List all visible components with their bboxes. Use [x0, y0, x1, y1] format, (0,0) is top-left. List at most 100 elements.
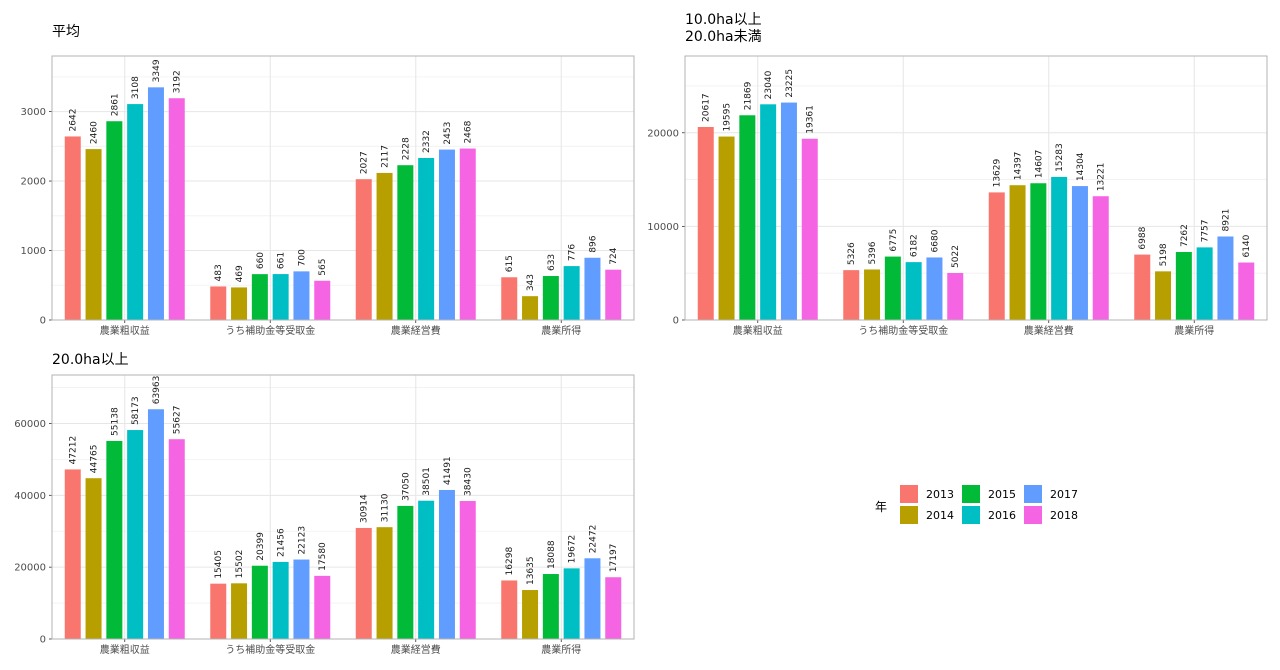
chart-title-line: 平均: [52, 24, 80, 40]
bar-2015: [542, 276, 559, 320]
bar-2014: [376, 172, 393, 320]
bar-2018: [459, 148, 476, 320]
bar-2018: [605, 577, 622, 639]
bar-2018: [605, 269, 622, 320]
bar-2015: [739, 115, 756, 320]
data-label: 2460: [90, 121, 100, 144]
x-tick-label: うち補助金等受取金: [225, 324, 315, 337]
data-label: 469: [235, 265, 245, 282]
data-label: 13635: [526, 556, 536, 585]
data-label: 14607: [1034, 150, 1044, 179]
bar-2014: [231, 287, 248, 320]
data-label: 15283: [1055, 143, 1065, 172]
data-label: 20617: [702, 93, 712, 122]
bar-2015: [1175, 252, 1192, 320]
data-label: 55138: [110, 407, 120, 436]
bar-2017: [926, 257, 943, 320]
data-label: 615: [505, 255, 515, 272]
data-label: 700: [297, 249, 307, 266]
bar-2015: [106, 121, 123, 321]
bar-2018: [314, 575, 331, 639]
chart-title-line: 20.0ha未満: [685, 29, 762, 45]
bar-2013: [210, 583, 227, 639]
y-tick-label: 1000: [21, 246, 46, 257]
bar-2014: [522, 590, 539, 639]
legend-label: 2015: [988, 488, 1016, 501]
legend-title: 年: [875, 500, 887, 514]
bar-2017: [147, 409, 164, 639]
data-label: 31130: [381, 493, 391, 522]
data-label: 5326: [847, 242, 857, 265]
bar-2016: [127, 104, 144, 320]
bar-2013: [355, 179, 372, 320]
panel-border: [51, 55, 635, 321]
bar-2013: [1134, 254, 1151, 320]
y-tick-label: 10000: [647, 222, 679, 233]
data-label: 2453: [443, 122, 453, 145]
legend-label: 2016: [988, 509, 1016, 522]
data-label: 18088: [547, 540, 557, 569]
bar-2015: [251, 274, 268, 320]
data-label: 44765: [90, 445, 100, 474]
bar-2016: [1196, 247, 1213, 320]
data-label: 58173: [131, 396, 141, 425]
bar-2017: [438, 489, 455, 639]
legend-swatch-2013: [900, 485, 918, 503]
x-tick-label: 農業経営費: [1024, 324, 1074, 337]
data-label: 896: [588, 235, 598, 252]
bar-2013: [64, 469, 81, 639]
data-label: 22123: [297, 526, 307, 555]
bar-2018: [459, 500, 476, 639]
bar-2018: [168, 98, 185, 321]
data-label: 6988: [1138, 226, 1148, 249]
data-label: 724: [609, 247, 619, 264]
data-label: 3192: [173, 70, 183, 93]
y-tick-label: 2000: [21, 177, 46, 188]
data-label: 8921: [1221, 209, 1231, 232]
y-tick-label: 0: [673, 316, 679, 327]
legend-label: 2018: [1050, 509, 1078, 522]
data-label: 23040: [764, 70, 774, 99]
data-label: 19672: [568, 535, 578, 564]
x-tick-label: 農業経営費: [391, 643, 441, 656]
data-label: 19595: [723, 103, 733, 132]
data-label: 633: [547, 254, 557, 271]
y-tick-label: 60000: [14, 419, 46, 430]
chart-title-line: 10.0ha以上: [685, 12, 762, 28]
x-tick-label: 農業所得: [541, 643, 581, 656]
bar-2014: [376, 527, 393, 639]
bar-2016: [563, 568, 580, 639]
legend-label: 2013: [926, 488, 954, 501]
data-label: 776: [568, 244, 578, 261]
x-tick-label: 農業所得: [1174, 324, 1214, 337]
x-tick-label: 農業粗収益: [100, 643, 150, 656]
bar-2018: [314, 280, 331, 320]
data-label: 21456: [277, 528, 287, 557]
data-label: 7262: [1180, 224, 1190, 247]
data-label: 23225: [785, 69, 795, 98]
x-tick-label: 農業粗収益: [100, 324, 150, 337]
bar-2015: [397, 165, 414, 320]
data-label: 21869: [743, 81, 753, 110]
data-label: 47212: [69, 436, 79, 465]
chart-title-line: 20.0ha以上: [52, 352, 129, 368]
bar-2018: [801, 138, 818, 320]
bar-2013: [697, 126, 714, 321]
y-tick-label: 20000: [14, 563, 46, 574]
data-label: 3349: [152, 59, 162, 82]
bar-2017: [1217, 236, 1234, 320]
bar-2016: [272, 561, 289, 639]
data-label: 2228: [401, 137, 411, 160]
legend-swatch-2018: [1024, 506, 1042, 524]
data-label: 13221: [1097, 163, 1107, 192]
bar-2017: [293, 559, 310, 639]
data-label: 5198: [1159, 243, 1169, 266]
data-label: 41491: [443, 456, 453, 485]
data-label: 3108: [131, 76, 141, 99]
bar-2013: [210, 286, 227, 320]
bar-2013: [843, 270, 860, 320]
data-label: 2117: [381, 145, 391, 168]
legend-swatch-2014: [900, 506, 918, 524]
bar-2014: [864, 269, 881, 320]
bar-2016: [563, 266, 580, 320]
